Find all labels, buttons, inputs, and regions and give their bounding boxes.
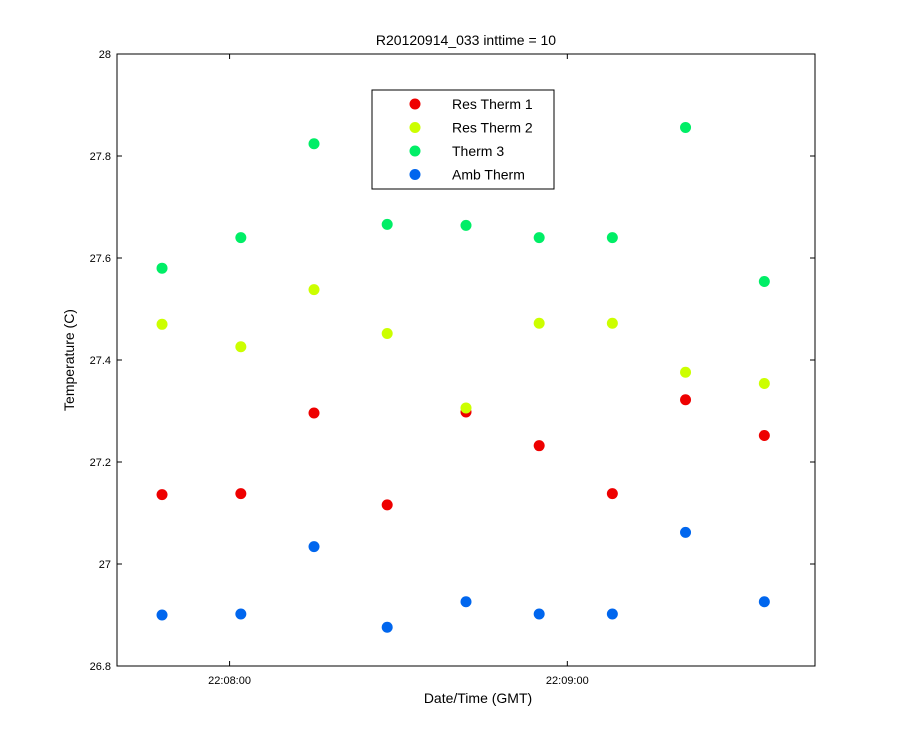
- data-point: [381, 327, 393, 339]
- x-axis-label: Date/Time (GMT): [424, 690, 532, 706]
- y-tick-label: 27: [99, 559, 111, 571]
- legend-item: Res Therm 1: [409, 96, 533, 112]
- legend-marker: [409, 145, 421, 157]
- legend-label: Res Therm 1: [452, 96, 533, 112]
- data-point: [308, 407, 320, 419]
- legend-item: Res Therm 2: [409, 120, 533, 136]
- legend-marker: [409, 169, 421, 180]
- data-point: [308, 138, 320, 150]
- legend-item: Amb Therm: [409, 167, 525, 183]
- data-point: [680, 121, 692, 133]
- data-point: [758, 275, 770, 287]
- data-point: [758, 429, 770, 441]
- data-point: [460, 596, 472, 608]
- legend-item: Therm 3: [409, 143, 504, 159]
- data-point: [606, 317, 618, 329]
- data-point: [381, 621, 393, 633]
- y-tick-label: 27.4: [90, 355, 111, 367]
- data-point: [533, 232, 545, 244]
- series-amb-therm: [156, 526, 770, 633]
- data-point: [758, 596, 770, 608]
- data-point: [680, 394, 692, 406]
- data-point: [156, 609, 168, 621]
- data-point: [235, 608, 247, 620]
- y-tick-label: 27.6: [90, 253, 111, 265]
- legend: Res Therm 1 Res Therm 2 Therm 3 Amb Therm: [371, 89, 555, 190]
- series-therm-3: [156, 121, 770, 287]
- data-point: [235, 341, 247, 353]
- data-point: [235, 488, 247, 500]
- legend-marker: [409, 122, 421, 133]
- legend-box: [371, 89, 555, 190]
- legend-label: Res Therm 2: [452, 120, 533, 136]
- data-point: [381, 218, 393, 230]
- data-point: [381, 499, 393, 511]
- y-tick-label: 27.2: [90, 457, 111, 469]
- data-point: [156, 318, 168, 330]
- data-point: [680, 366, 692, 378]
- y-tick-label: 28: [99, 49, 111, 61]
- series-res-therm-2: [156, 284, 770, 414]
- y-tick-label: 27.8: [90, 151, 111, 163]
- legend-label: Therm 3: [452, 143, 504, 159]
- data-point: [533, 440, 545, 452]
- data-point: [235, 232, 247, 244]
- axis-ticks: 26.8 27 27.2 27.4 27.6 27.8 28 22:08:00 22:09:00: [90, 49, 815, 687]
- data-point: [308, 284, 320, 296]
- y-axis-label: Temperature (C): [61, 309, 77, 411]
- data-point: [680, 526, 692, 538]
- data-point: [606, 608, 618, 620]
- data-point: [533, 317, 545, 329]
- data-point: [156, 262, 168, 274]
- data-points: [156, 121, 770, 633]
- data-point: [606, 232, 618, 244]
- data-point: [460, 402, 472, 414]
- x-tick-label: 22:09:00: [546, 675, 589, 687]
- legend-marker: [409, 98, 421, 110]
- data-point: [606, 488, 618, 500]
- y-tick-label: 26.8: [90, 661, 111, 673]
- data-point: [758, 377, 770, 389]
- legend-label: Amb Therm: [452, 167, 525, 183]
- data-point: [533, 608, 545, 620]
- chart-title: R20120914_033 inttime = 10: [376, 32, 556, 48]
- data-point: [460, 219, 472, 231]
- data-point: [156, 489, 168, 501]
- data-point: [308, 541, 320, 553]
- x-tick-label: 22:08:00: [208, 675, 251, 687]
